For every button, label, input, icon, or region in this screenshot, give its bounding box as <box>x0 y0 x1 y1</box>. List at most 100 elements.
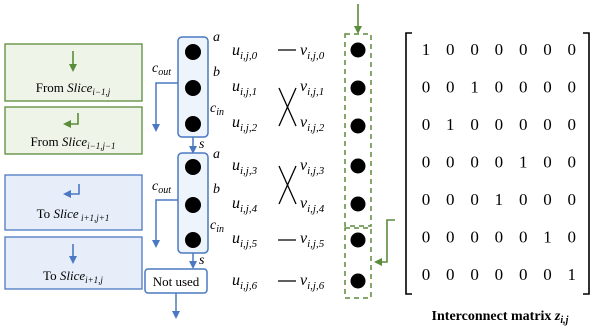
matrix-cell: 0 <box>568 228 577 247</box>
matrix-cell: 1 <box>568 265 577 284</box>
u-label-1: ui,j,1 <box>232 78 257 98</box>
dashed-group-upper <box>344 33 372 227</box>
matrix-cell: 0 <box>470 115 479 134</box>
matrix-cell: 1 <box>495 190 504 209</box>
matrix-cell: 0 <box>568 190 577 209</box>
v-label-3: vi,j,3 <box>300 157 325 177</box>
full-adder-2 <box>152 152 209 269</box>
legend-from-same-label: From Slicei−1,j <box>36 80 111 97</box>
v-label-1: vi,j,1 <box>300 78 324 98</box>
matrix-cell: 0 <box>446 228 455 247</box>
matrix-cell: 0 <box>446 153 455 172</box>
corner-arrow-icon <box>63 113 79 128</box>
matrix-cell: 0 <box>519 115 528 134</box>
legend-to-next-slice: To Slice i+1,j+1 <box>4 174 143 231</box>
v-labels: vi,j,0 vi,j,1 vi,j,2 vi,j,3 vi,j,4 vi,j,… <box>300 42 325 292</box>
u-label-5: ui,j,5 <box>232 230 258 250</box>
port-cin-1: cin <box>210 101 224 118</box>
legend-from-prev-slice: From Slicei−1,j−1 <box>4 106 143 155</box>
matrix-cell: 0 <box>543 190 552 209</box>
adder-port-labels: a b cin cout s a b cin cout s <box>152 30 224 268</box>
matrix-cell: 0 <box>446 40 455 59</box>
matrix-cell: 1 <box>422 40 431 59</box>
u-label-2: ui,j,2 <box>232 114 258 134</box>
matrix-cell: 1 <box>446 115 455 134</box>
matrix-cell: 0 <box>470 265 479 284</box>
u-label-6: ui,j,6 <box>232 272 258 292</box>
u-label-4: ui,j,4 <box>232 195 258 215</box>
port-cout-2: cout <box>152 179 171 196</box>
port-b-2: b <box>213 182 220 197</box>
port-a-2: a <box>213 147 220 162</box>
matrix-cell: 0 <box>470 40 479 59</box>
not-used-box: Not used <box>144 268 208 319</box>
matrix-cell: 0 <box>495 153 504 172</box>
matrix-cell: 0 <box>495 40 504 59</box>
adder-2-cout-wire <box>152 199 178 248</box>
matrix-cell: 0 <box>422 228 431 247</box>
matrix-cell: 0 <box>519 265 528 284</box>
matrix-cell: 0 <box>422 265 431 284</box>
matrix-cell: 0 <box>422 115 431 134</box>
legend-to-next-label: To Slice i+1,j+1 <box>37 206 110 223</box>
matrix-cell: 0 <box>568 115 577 134</box>
legend-from-prev-label: From Slicei−1,j−1 <box>30 134 115 151</box>
matrix-cell: 0 <box>422 190 431 209</box>
v-label-4: vi,j,4 <box>300 195 325 215</box>
port-s-1: s <box>199 137 205 152</box>
matrix-cell: 0 <box>519 190 528 209</box>
matrix-cell: 0 <box>422 153 431 172</box>
interconnect-wires <box>278 49 297 282</box>
dashed-group-lower <box>344 227 372 299</box>
matrix-cell: 0 <box>543 115 552 134</box>
port-cin-2: cin <box>210 218 224 235</box>
port-a-1: a <box>213 30 220 45</box>
matrix-cell: 0 <box>422 78 431 97</box>
matrix-right-bracket <box>583 32 590 295</box>
matrix-cell: 0 <box>568 78 577 97</box>
port-cout-1: cout <box>152 61 171 78</box>
not-used-label: Not used <box>153 274 200 289</box>
matrix-cell: 0 <box>470 190 479 209</box>
matrix-cell: 1 <box>519 153 528 172</box>
wire-u2-v1 <box>278 87 297 127</box>
matrix-cell: 0 <box>568 40 577 59</box>
matrix-cell: 0 <box>446 78 455 97</box>
matrix-cell: 0 <box>495 228 504 247</box>
u-label-3: ui,j,3 <box>232 157 258 177</box>
interconnect-matrix: 1 0 0 0 0 0 00 0 1 0 0 0 00 1 0 0 0 0 00 0 0 0 1 0 00 0 0 1 0 0 00 0 0 0 0… <box>405 32 590 295</box>
legend-from-same-slice: From Slicei−1,j <box>4 43 143 102</box>
legend-to-same-label: To Slicei+1,j <box>43 268 103 285</box>
matrix-cell: 0 <box>543 153 552 172</box>
matrix-cell: 0 <box>543 78 552 97</box>
matrix-cell: 0 <box>495 265 504 284</box>
matrix-cell: 0 <box>495 78 504 97</box>
corner-arrow-icon <box>63 184 80 198</box>
matrix-caption: Interconnect matrix zi,j <box>432 309 569 326</box>
matrix-cell: 0 <box>543 40 552 59</box>
v-port-column <box>344 4 395 299</box>
port-s-2: s <box>199 253 205 268</box>
u-label-0: ui,j,0 <box>232 42 258 62</box>
v-label-6: vi,j,6 <box>300 272 325 292</box>
v-label-5: vi,j,5 <box>300 230 325 250</box>
matrix-cell: 0 <box>470 153 479 172</box>
matrix-left-bracket <box>405 32 412 295</box>
port-b-1: b <box>213 65 220 80</box>
matrix-cell: 0 <box>446 265 455 284</box>
full-adder-1 <box>152 36 209 154</box>
matrix-cell: 0 <box>543 265 552 284</box>
v-label-0: vi,j,0 <box>300 42 325 62</box>
matrix-cell: 0 <box>519 78 528 97</box>
side-arrow-icon <box>374 219 395 266</box>
matrix-cell: 0 <box>519 228 528 247</box>
matrix-cell: 0 <box>519 40 528 59</box>
matrix-cell: 0 <box>568 153 577 172</box>
u-labels: ui,j,0 ui,j,1 ui,j,2 ui,j,3 ui,j,4 ui,j,… <box>232 42 258 292</box>
matrix-cell: 1 <box>543 228 552 247</box>
matrix-cell: 0 <box>446 190 455 209</box>
matrix-cell: 1 <box>470 78 479 97</box>
matrix-cell: 0 <box>470 228 479 247</box>
adder-1-cout-wire <box>152 82 178 132</box>
